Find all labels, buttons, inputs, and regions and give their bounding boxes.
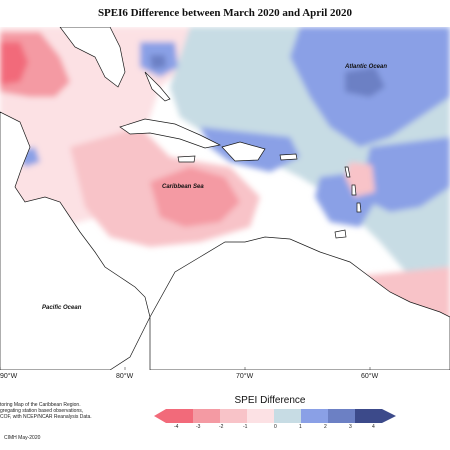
legend-swatch [274, 409, 301, 423]
deep-red-field-northwest [0, 42, 28, 85]
pacific-ocean-label: Pacific Ocean [42, 305, 82, 311]
footer-line: gregating station based observations, [0, 408, 84, 414]
footer-notes: toring Map of the Caribbean Region. greg… [0, 402, 92, 420]
legend-tick: 0 [274, 424, 277, 430]
trinidad [334, 229, 347, 239]
legend-cap-left [154, 409, 166, 423]
legend-tick: -3 [196, 424, 201, 430]
landmass [0, 27, 450, 370]
map-title: SPEI6 Difference between March 2020 and … [97, 7, 353, 19]
dark-blue-field-atlantic [345, 67, 385, 97]
jamaica [177, 155, 196, 163]
legend-tick: 1 [299, 424, 302, 430]
color-legend [154, 409, 396, 423]
bahamas [144, 71, 171, 102]
red-field-caribbean [150, 167, 240, 227]
footer-line: toring Map of the Caribbean Region. [0, 402, 81, 408]
legend-swatch [301, 409, 328, 423]
florida [59, 27, 126, 88]
footer-credit: CIMH May-2020 [4, 435, 41, 441]
lon-tick-80w: 80°W [116, 373, 134, 380]
caribbean-sea-label: Caribbean Sea [162, 184, 204, 190]
legend-swatch [193, 409, 220, 423]
blue-field-south-atlantic [360, 137, 450, 212]
lon-tick-70w: 70°W [236, 373, 254, 380]
lon-tick-90w: 90°W [0, 373, 18, 380]
legend-swatch [355, 409, 382, 423]
anomaly-field [0, 27, 450, 370]
atlantic-ocean-label: Atlantic Ocean [345, 64, 388, 70]
lesser-antilles [344, 166, 362, 213]
legend-swatch [220, 409, 247, 423]
dark-blue-field-bahamas [150, 55, 166, 69]
gridline-ticks [0, 367, 371, 370]
puerto-rico [279, 153, 298, 161]
legend-swatch [247, 409, 274, 423]
legend-tick: -4 [174, 424, 179, 430]
footer-line: COF, with NCEP/NCAR Reanalysis Data. [0, 414, 92, 420]
legend-tick: 4 [372, 424, 375, 430]
legend-tick: -1 [243, 424, 248, 430]
legend-tick: 3 [349, 424, 352, 430]
legend-tick: -2 [219, 424, 224, 430]
legend-cap-right [382, 409, 396, 423]
south-america [149, 236, 450, 370]
legend-swatch [166, 409, 193, 423]
lon-tick-60w: 60°W [361, 373, 379, 380]
cuba [119, 118, 222, 149]
central-america [0, 111, 151, 370]
legend-tick: 2 [324, 424, 327, 430]
legend-title: SPEI Difference [234, 395, 306, 406]
spei-map [0, 27, 450, 370]
hispaniola [221, 141, 266, 162]
legend-swatch [328, 409, 355, 423]
